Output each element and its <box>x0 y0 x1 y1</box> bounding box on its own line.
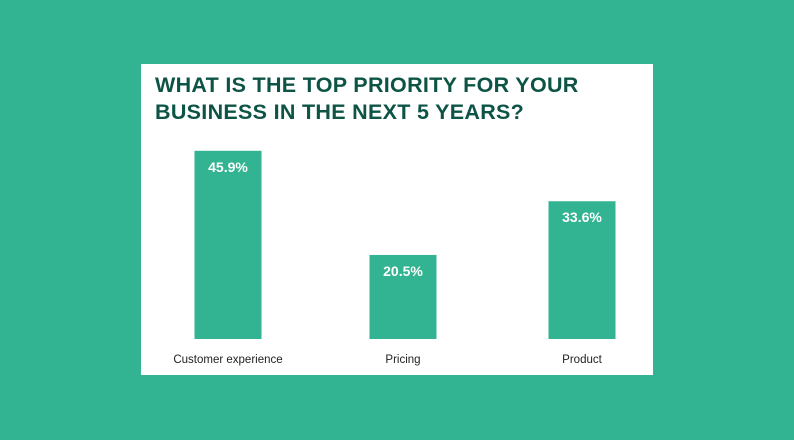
bar-pricing <box>369 254 437 339</box>
bar-product <box>548 201 616 339</box>
data-label: 20.5% <box>383 263 423 279</box>
bar-customer-experience <box>194 150 262 339</box>
category-label: Customer experience <box>173 354 282 366</box>
chart-card: WHAT IS THE TOP PRIORITY FOR YOUR BUSINE… <box>141 64 653 375</box>
data-label: 33.6% <box>562 209 602 225</box>
bar-chart: 45.9% Customer experience 20.5% Pricing 33.6… <box>173 150 616 366</box>
data-label: 45.9% <box>208 159 248 175</box>
chart-title: WHAT IS THE TOP PRIORITY FOR YOUR BUSINE… <box>155 73 579 124</box>
category-label: Pricing <box>385 354 420 366</box>
category-label: Product <box>562 354 602 366</box>
